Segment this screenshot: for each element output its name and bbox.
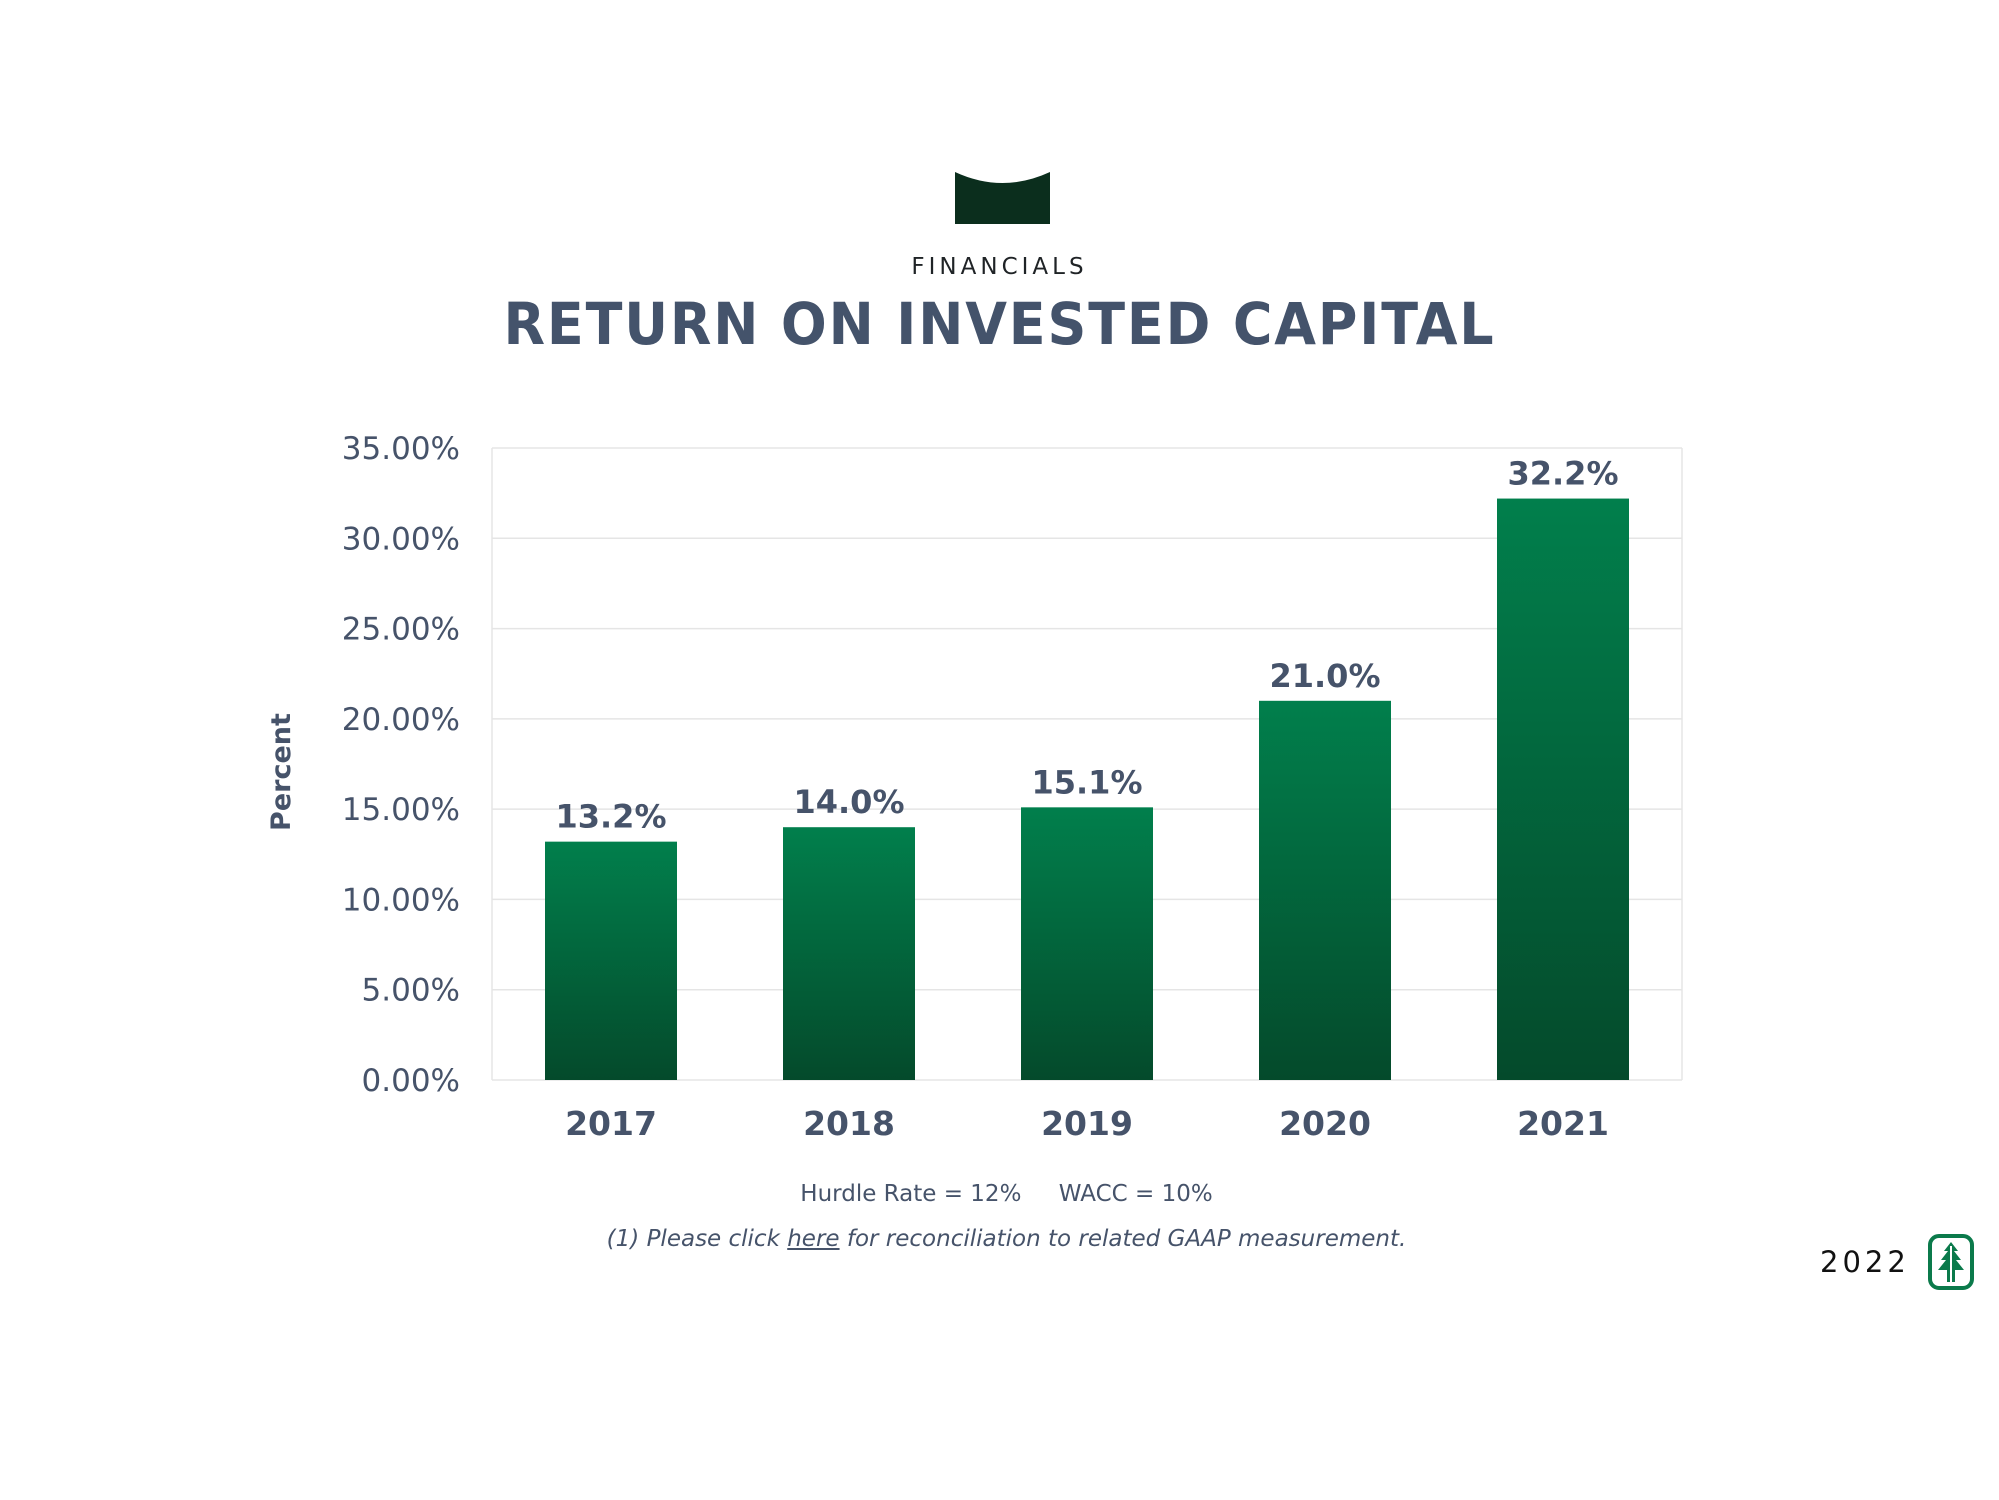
y-tick-label: 20.00%	[342, 702, 460, 738]
x-tick-label-2019: 2019	[1041, 1104, 1133, 1143]
header-tab-shape	[955, 172, 1050, 224]
bars	[545, 498, 1629, 1080]
bar-2020	[1259, 700, 1391, 1080]
section-label: FINANCIALS	[911, 254, 1088, 280]
y-tick-label: 25.00%	[342, 612, 460, 648]
data-label-2018: 14.0%	[793, 783, 904, 821]
data-label-2020: 21.0%	[1269, 657, 1380, 695]
x-tick-label-2017: 2017	[565, 1104, 657, 1143]
y-tick-label: 10.00%	[342, 882, 460, 918]
recon-suffix: for reconciliation to related GAAP measu…	[839, 1226, 1407, 1252]
recon-prefix: (1) Please click	[606, 1226, 788, 1252]
tree-logo-icon	[1927, 1234, 1974, 1290]
x-tick-label-2020: 2020	[1279, 1104, 1371, 1143]
data-label-2017: 13.2%	[555, 798, 666, 836]
reconciliation-note: (1) Please click here for reconciliation…	[0, 1226, 1999, 1252]
data-label-2019: 15.1%	[1031, 763, 1142, 801]
bar-2019	[1021, 807, 1153, 1080]
page-title: RETURN ON INVESTED CAPITAL	[503, 290, 1496, 358]
rate-footnote: Hurdle Rate = 12% WACC = 10%	[0, 1181, 1999, 1207]
x-tick-label-2021: 2021	[1517, 1104, 1609, 1143]
y-tick-label: 35.00%	[342, 431, 460, 467]
bar-2021	[1497, 498, 1629, 1080]
reconciliation-link[interactable]: here	[787, 1226, 840, 1252]
y-tick-label: 15.00%	[342, 792, 460, 828]
y-axis-ticks: 0.00% 5.00% 10.00% 15.00% 20.00% 25.00% 30.00%…	[342, 431, 460, 1099]
bar-2017	[545, 841, 677, 1080]
y-tick-label: 0.00%	[362, 1063, 460, 1099]
brand-year: 2022	[1820, 1245, 1910, 1279]
y-tick-label: 5.00%	[362, 973, 460, 1009]
hurdle-rate-text: Hurdle Rate = 12%	[800, 1181, 1022, 1207]
brand-footer: 2022	[1820, 1232, 1974, 1292]
wacc-text: WACC = 10%	[1058, 1181, 1213, 1207]
data-label-2021: 32.2%	[1507, 455, 1618, 493]
x-tick-label-2018: 2018	[803, 1104, 895, 1143]
data-labels: 13.2% 14.0% 15.1% 21.0% 32.2%	[555, 455, 1618, 836]
bar-2018	[783, 827, 915, 1080]
y-axis-label: Percent	[266, 713, 297, 831]
y-tick-label: 30.00%	[342, 521, 460, 557]
x-axis-ticks: 2017 2018 2019 2020 2021	[565, 1104, 1609, 1143]
